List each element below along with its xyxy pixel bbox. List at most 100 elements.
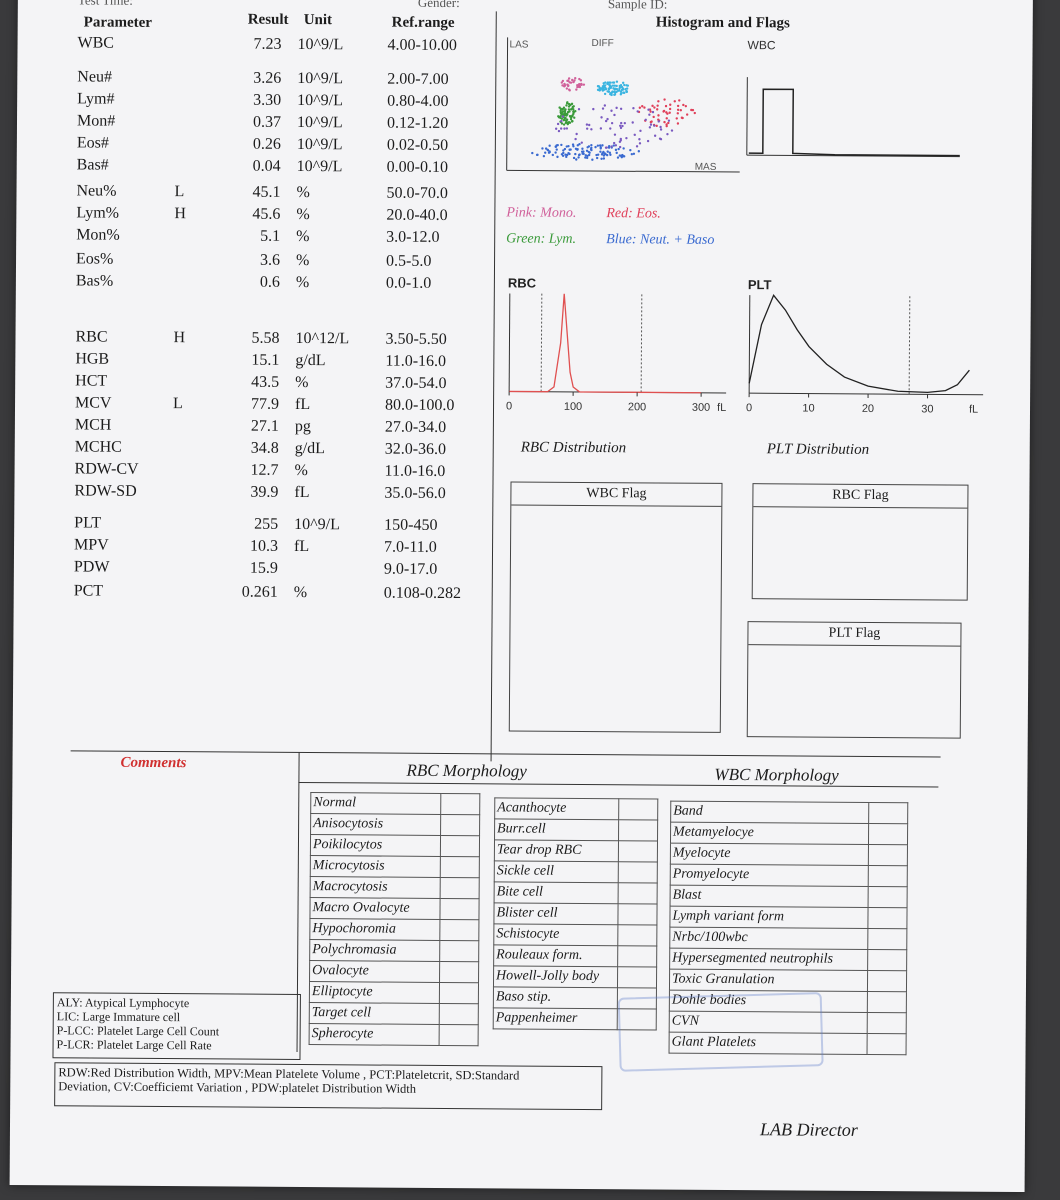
scatter-dot: [572, 156, 576, 160]
scatter-dot: [618, 87, 621, 90]
scatter-dot: [585, 156, 589, 160]
morph-checkbox[interactable]: [617, 945, 657, 967]
result-name: Lym#: [77, 90, 115, 108]
result-unit: pg: [294, 417, 311, 436]
morph-checkbox[interactable]: [439, 940, 479, 962]
result-unit: 10^9/L: [296, 113, 343, 132]
morph-checkbox[interactable]: [439, 1003, 479, 1025]
morph-checkbox[interactable]: [618, 861, 658, 883]
scatter-dot: [638, 138, 641, 141]
morph-checkbox[interactable]: [868, 865, 908, 887]
morph-checkbox[interactable]: [617, 924, 657, 946]
scatter-dot: [693, 111, 696, 115]
morph-checkbox[interactable]: [440, 877, 480, 899]
scatter-dot: [648, 113, 651, 116]
scatter-dot: [562, 151, 565, 155]
scatter-dot: [572, 105, 575, 108]
scatter-dot: [562, 123, 566, 126]
scatter-dot: [639, 129, 642, 133]
result-unit: %: [293, 583, 308, 602]
morph-checkbox[interactable]: [867, 970, 907, 992]
morph-checkbox[interactable]: [440, 835, 480, 857]
scatter-dot: [572, 80, 575, 84]
result-value: 77.9: [250, 395, 280, 413]
wbc-flag-box: WBC Flag: [508, 481, 723, 733]
scatter-dot: [568, 81, 571, 84]
result-unit: 10^9/L: [294, 515, 340, 534]
scatter-dot: [563, 110, 567, 113]
morph-item: Myelocyte: [670, 843, 869, 866]
result-value: 15.9: [249, 559, 278, 577]
morph-item: Hypochoromia: [309, 918, 440, 941]
scatter-dot: [548, 150, 551, 154]
result-value: 10.3: [249, 537, 279, 555]
rbc-morph-title: RBC Morphology: [406, 760, 527, 781]
result-unit: fL: [293, 537, 310, 556]
result-name: Eos#: [76, 134, 109, 152]
scatter-dot: [578, 77, 581, 81]
scatter-dot: [666, 132, 669, 136]
scatter-dot: [623, 83, 626, 87]
result-value: 5.1: [260, 227, 281, 245]
morph-checkbox[interactable]: [439, 982, 479, 1004]
scatter-dot: [625, 136, 628, 140]
scatter-dot: [685, 113, 689, 116]
morph-checkbox[interactable]: [439, 919, 479, 941]
morph-checkbox[interactable]: [867, 991, 907, 1013]
morph-checkbox[interactable]: [618, 819, 658, 841]
scatter-dot: [566, 121, 569, 124]
morph-item: Macro Ovalocyte: [309, 897, 441, 920]
morph-checkbox[interactable]: [868, 802, 908, 824]
result-ref: 0.0-1.0: [385, 274, 432, 292]
scatter-dot: [681, 116, 684, 120]
morph-checkbox[interactable]: [439, 961, 479, 983]
morph-checkbox[interactable]: [867, 907, 908, 929]
scatter-dot: [563, 112, 566, 116]
scatter-dot: [682, 103, 685, 107]
result-ref: 37.0-54.0: [385, 374, 447, 393]
result-ref: 80.0-100.0: [384, 396, 455, 415]
morph-item: Howell-Jolly body: [493, 965, 618, 988]
morph-item: Nrbc/100wbc: [669, 927, 868, 950]
morph-checkbox[interactable]: [868, 844, 908, 866]
scatter-dot: [542, 154, 546, 158]
rbc-flag-box: RBC Flag: [751, 483, 969, 601]
morph-checkbox[interactable]: [867, 949, 907, 971]
morph-checkbox[interactable]: [617, 966, 657, 988]
scatter-dot: [652, 124, 656, 127]
scatter-dot: [649, 123, 653, 126]
scatter-dot: [602, 154, 606, 157]
morph-checkbox[interactable]: [868, 823, 908, 845]
scatter-dot: [602, 157, 606, 160]
morph-checkbox[interactable]: [867, 928, 907, 950]
scatter-dot: [647, 108, 650, 111]
morph-checkbox[interactable]: [617, 903, 658, 925]
result-ref: 0.5-5.0: [385, 252, 432, 270]
result-value: 43.5: [251, 373, 280, 391]
result-ref: 11.0-16.0: [384, 462, 446, 480]
scatter-dot: [561, 115, 565, 118]
scatter-dot: [559, 107, 563, 110]
scatter-dot: [602, 82, 605, 85]
morph-checkbox[interactable]: [867, 1033, 907, 1055]
morph-checkbox[interactable]: [440, 814, 480, 836]
morph-checkbox[interactable]: [440, 856, 480, 878]
scatter-dot: [643, 106, 646, 109]
result-value: 45.6: [252, 205, 281, 223]
morph-checkbox[interactable]: [439, 1024, 479, 1046]
gender-label: Gender:: [417, 0, 460, 11]
morph-checkbox[interactable]: [867, 1012, 907, 1034]
morph-checkbox[interactable]: [618, 840, 658, 862]
morph-item: Schistocyte: [493, 923, 618, 946]
scatter-dot: [567, 77, 571, 80]
morph-checkbox[interactable]: [868, 886, 908, 908]
result-ref: 2.00-7.00: [387, 70, 449, 89]
scatter-dot: [544, 147, 548, 150]
result-unit: 10^9/L: [297, 69, 344, 88]
morph-checkbox[interactable]: [618, 798, 658, 820]
scatter-dot: [668, 107, 672, 111]
morph-checkbox[interactable]: [618, 882, 658, 904]
morph-checkbox[interactable]: [440, 793, 480, 815]
morph-checkbox[interactable]: [439, 898, 480, 920]
scatter-dot: [668, 111, 671, 114]
